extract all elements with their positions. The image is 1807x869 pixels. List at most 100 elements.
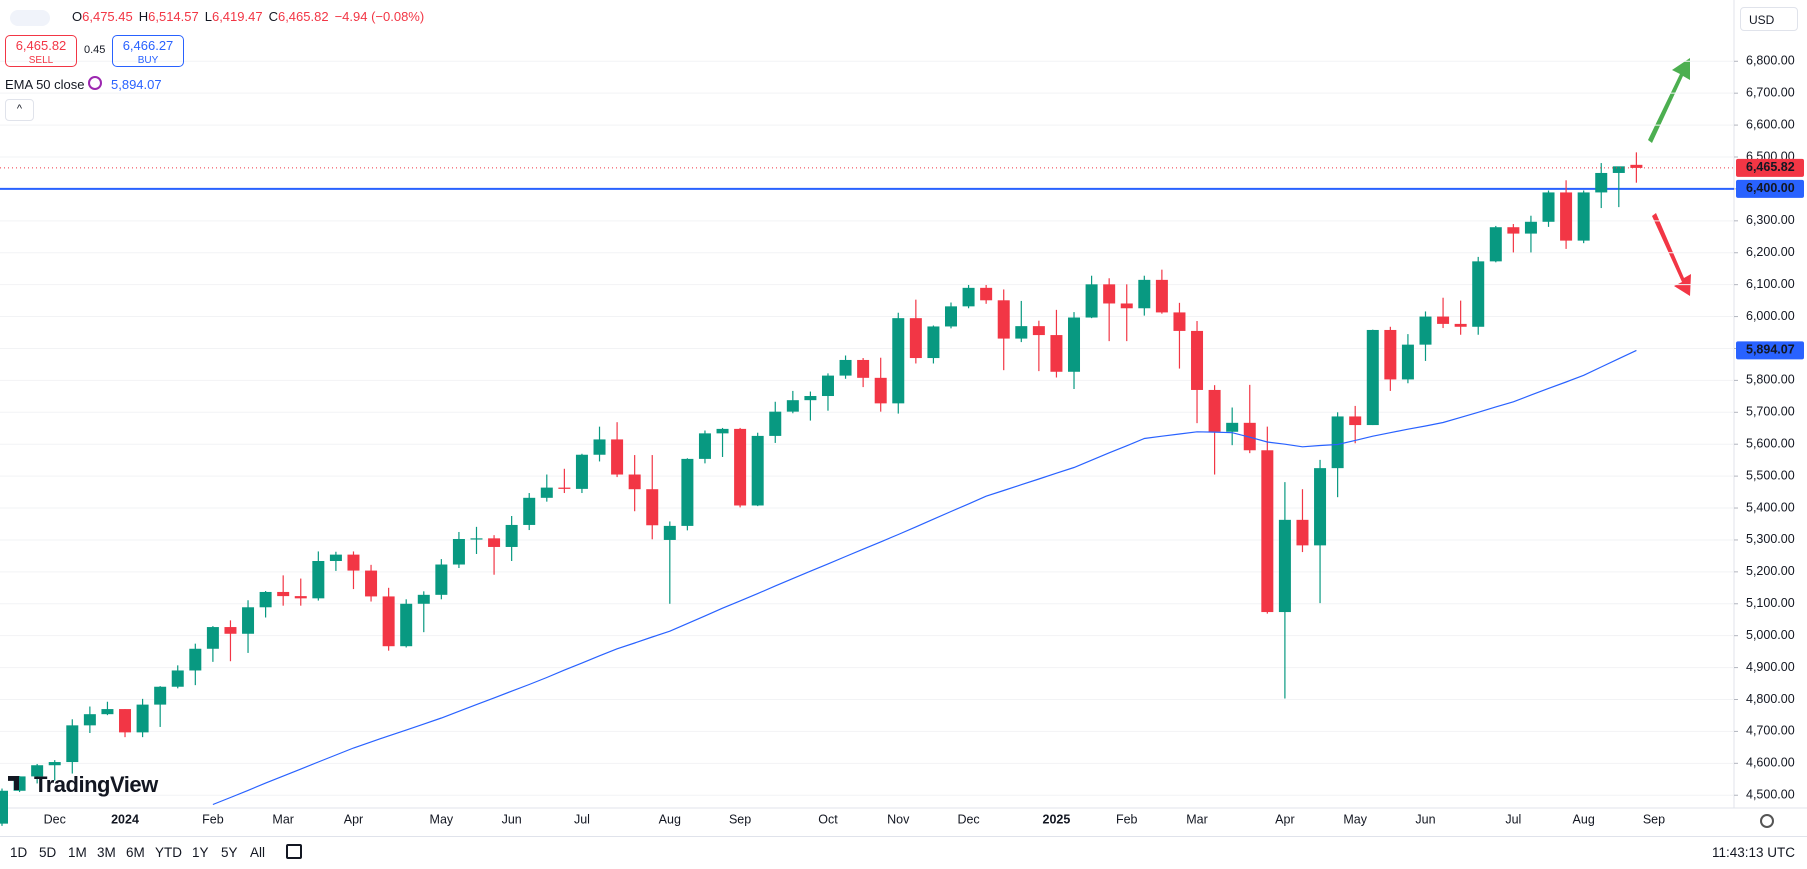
candle-body	[734, 428, 747, 506]
buy-label: BUY	[137, 55, 159, 66]
last-price-label-box	[1736, 158, 1804, 177]
last-price-label: 6,465.82	[1746, 160, 1795, 174]
ohlc-value: 6,475.45	[82, 9, 133, 24]
candle-body	[1261, 450, 1274, 613]
hline-label-box	[1736, 179, 1804, 198]
buy-price: 6,466.27	[122, 38, 174, 53]
ema-price-label-box	[1736, 341, 1804, 360]
range-button[interactable]: 5D	[39, 845, 57, 860]
x-tick-label: Nov	[887, 812, 910, 826]
candle-body	[1068, 317, 1081, 372]
candle-body	[1489, 227, 1502, 262]
candle-body	[628, 474, 641, 490]
candle-body	[1560, 192, 1573, 241]
candle-body	[48, 762, 61, 766]
chart: 4,500.00 4,600.00 4,700.00 4,800.00 4,900.00…	[0, 0, 1807, 826]
y-tick-label: 5,400.00	[1746, 500, 1795, 514]
y-tick-label: 6,700.00	[1746, 85, 1795, 99]
candle-body	[927, 326, 940, 359]
y-tick-label: 5,700.00	[1746, 405, 1795, 419]
range-button[interactable]: 5Y	[221, 845, 238, 860]
x-tick-label: Sep	[1643, 812, 1665, 826]
range-button[interactable]: 3M	[97, 845, 116, 860]
candle-body	[1331, 416, 1344, 469]
candle-body	[1472, 261, 1485, 327]
candle-body	[365, 570, 378, 597]
candle-body	[909, 318, 922, 359]
y-tick-label: 6,200.00	[1746, 245, 1795, 259]
candle-body	[997, 300, 1010, 339]
candle-body	[154, 686, 167, 705]
ohlc-key: L	[204, 9, 212, 24]
sell-price: 6,465.82	[15, 38, 67, 53]
ohlc-change: −4.94 (−0.08%)	[334, 9, 425, 24]
ema-settings-icon[interactable]	[88, 76, 102, 90]
candle-body	[1384, 329, 1397, 380]
ema-price-label: 5,894.07	[1746, 343, 1795, 357]
candle-body	[839, 359, 852, 376]
x-tick-label: Jul	[574, 812, 590, 826]
sell-label: SELL	[28, 55, 54, 66]
candle-body	[663, 525, 676, 540]
calendar-icon[interactable]	[286, 844, 302, 859]
x-tick-label: Mar	[272, 812, 294, 826]
ohlc-key: C	[268, 9, 278, 24]
y-tick-label: 4,700.00	[1746, 724, 1795, 738]
x-tick-label: May	[1343, 812, 1367, 826]
ohlc-key: H	[138, 9, 149, 24]
candle-body	[1120, 303, 1133, 309]
candle-body	[31, 765, 44, 777]
x-tick-label: Oct	[818, 812, 838, 826]
buy-button[interactable]: 6,466.27 BUY	[112, 35, 184, 67]
y-tick-label: 5,200.00	[1746, 564, 1795, 578]
range-button[interactable]: 1M	[68, 845, 87, 860]
candle-body	[1050, 335, 1063, 372]
y-tick-label: 6,000.00	[1746, 309, 1795, 323]
y-tick-label: 6,600.00	[1746, 117, 1795, 131]
y-tick-label: 4,600.00	[1746, 756, 1795, 770]
candle-body	[435, 564, 448, 595]
candle-body	[1103, 284, 1116, 304]
candle-body	[66, 725, 79, 763]
logo: TradingView	[34, 772, 158, 797]
bottom-toolbar: 1D 5D 1M 3M 6M YTD 1Y 5Y All 11:43:13 UTC	[0, 836, 1807, 869]
x-tick-label: Mar	[1186, 812, 1208, 826]
candle-body	[944, 306, 957, 327]
candle-body	[329, 554, 342, 562]
y-tick-label: 6,100.00	[1746, 277, 1795, 291]
candle-body	[189, 648, 202, 671]
settings-icon[interactable]	[1760, 814, 1774, 828]
candle-body	[1612, 166, 1625, 173]
y-tick-label: 5,600.00	[1746, 437, 1795, 451]
candle-body	[382, 596, 395, 647]
candle-body	[417, 594, 430, 604]
range-button[interactable]: 6M	[126, 845, 145, 860]
candle-body	[558, 487, 571, 489]
y-tick-label: 5,500.00	[1746, 468, 1795, 482]
candle-body	[400, 603, 413, 647]
x-tick-label: Jun	[1415, 812, 1435, 826]
candle-body	[1454, 323, 1467, 327]
range-button[interactable]: 1D	[10, 845, 28, 860]
candle-body	[980, 287, 993, 301]
candle-body	[1138, 279, 1151, 309]
candle-body	[1243, 422, 1256, 451]
currency-button[interactable]: USD	[1740, 7, 1798, 31]
collapse-button[interactable]: ^	[5, 99, 34, 121]
candle-body	[1015, 326, 1028, 339]
candle-body	[1437, 316, 1450, 324]
candle-body	[277, 591, 290, 597]
sell-button[interactable]: 6,465.82 SELL	[5, 35, 77, 67]
candle-body	[1366, 329, 1379, 426]
symbol-pill[interactable]	[10, 10, 50, 26]
y-tick-label: 5,300.00	[1746, 532, 1795, 546]
ohlc-value: 6,419.47	[211, 9, 263, 24]
range-button[interactable]: All	[250, 845, 266, 860]
y-tick-label: 5,100.00	[1746, 596, 1795, 610]
ohlc-legend: O6,475.45 H6,514.57 L6,419.47 C6,465.82 −4.9…	[66, 9, 424, 24]
range-button[interactable]: YTD	[155, 845, 182, 860]
x-tick-label: Apr	[344, 812, 363, 826]
up-arrow	[1648, 58, 1690, 143]
range-button[interactable]: 1Y	[192, 845, 209, 860]
candle-body	[1401, 344, 1414, 380]
